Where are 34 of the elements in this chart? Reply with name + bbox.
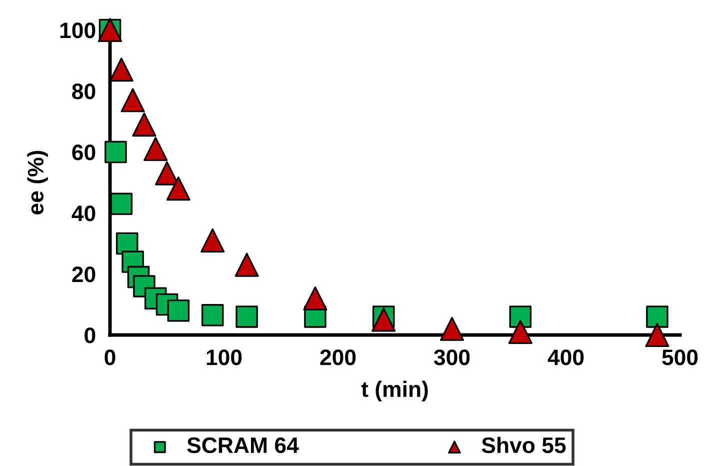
x-tick-label: 500 bbox=[662, 349, 698, 366]
x-axis-title: t (min) bbox=[361, 380, 428, 402]
x-tick-label: 200 bbox=[320, 349, 356, 366]
point bbox=[132, 112, 156, 137]
x-tick-label: 400 bbox=[548, 349, 584, 366]
legend-label: Shvo 55 bbox=[482, 436, 566, 454]
point bbox=[200, 228, 225, 252]
point bbox=[167, 299, 190, 322]
point bbox=[110, 192, 133, 215]
point bbox=[646, 306, 668, 328]
y-tick-label: 0 bbox=[84, 328, 96, 344]
point bbox=[144, 136, 168, 161]
y-tick-label: 100 bbox=[60, 22, 96, 38]
point bbox=[303, 286, 328, 310]
point bbox=[166, 176, 190, 201]
point bbox=[372, 308, 396, 332]
y-tick-label: 80 bbox=[72, 84, 96, 100]
point bbox=[201, 304, 224, 326]
point bbox=[645, 322, 670, 348]
y-tick-label: 20 bbox=[72, 266, 96, 282]
x-tick-label: 100 bbox=[206, 349, 242, 366]
x-tick-label: 0 bbox=[104, 349, 116, 366]
point bbox=[236, 306, 258, 328]
point bbox=[509, 306, 532, 328]
point bbox=[440, 316, 464, 341]
point bbox=[120, 88, 145, 112]
y-tick-label: 60 bbox=[72, 144, 96, 160]
point bbox=[104, 140, 127, 164]
x-tick-label: 300 bbox=[434, 349, 470, 366]
legend-label: SCRAM 64 bbox=[187, 437, 299, 454]
y-axis-title: ee (%) bbox=[27, 150, 48, 214]
y-tick-label: 40 bbox=[72, 206, 96, 222]
point bbox=[508, 320, 532, 344]
point bbox=[234, 252, 259, 277]
